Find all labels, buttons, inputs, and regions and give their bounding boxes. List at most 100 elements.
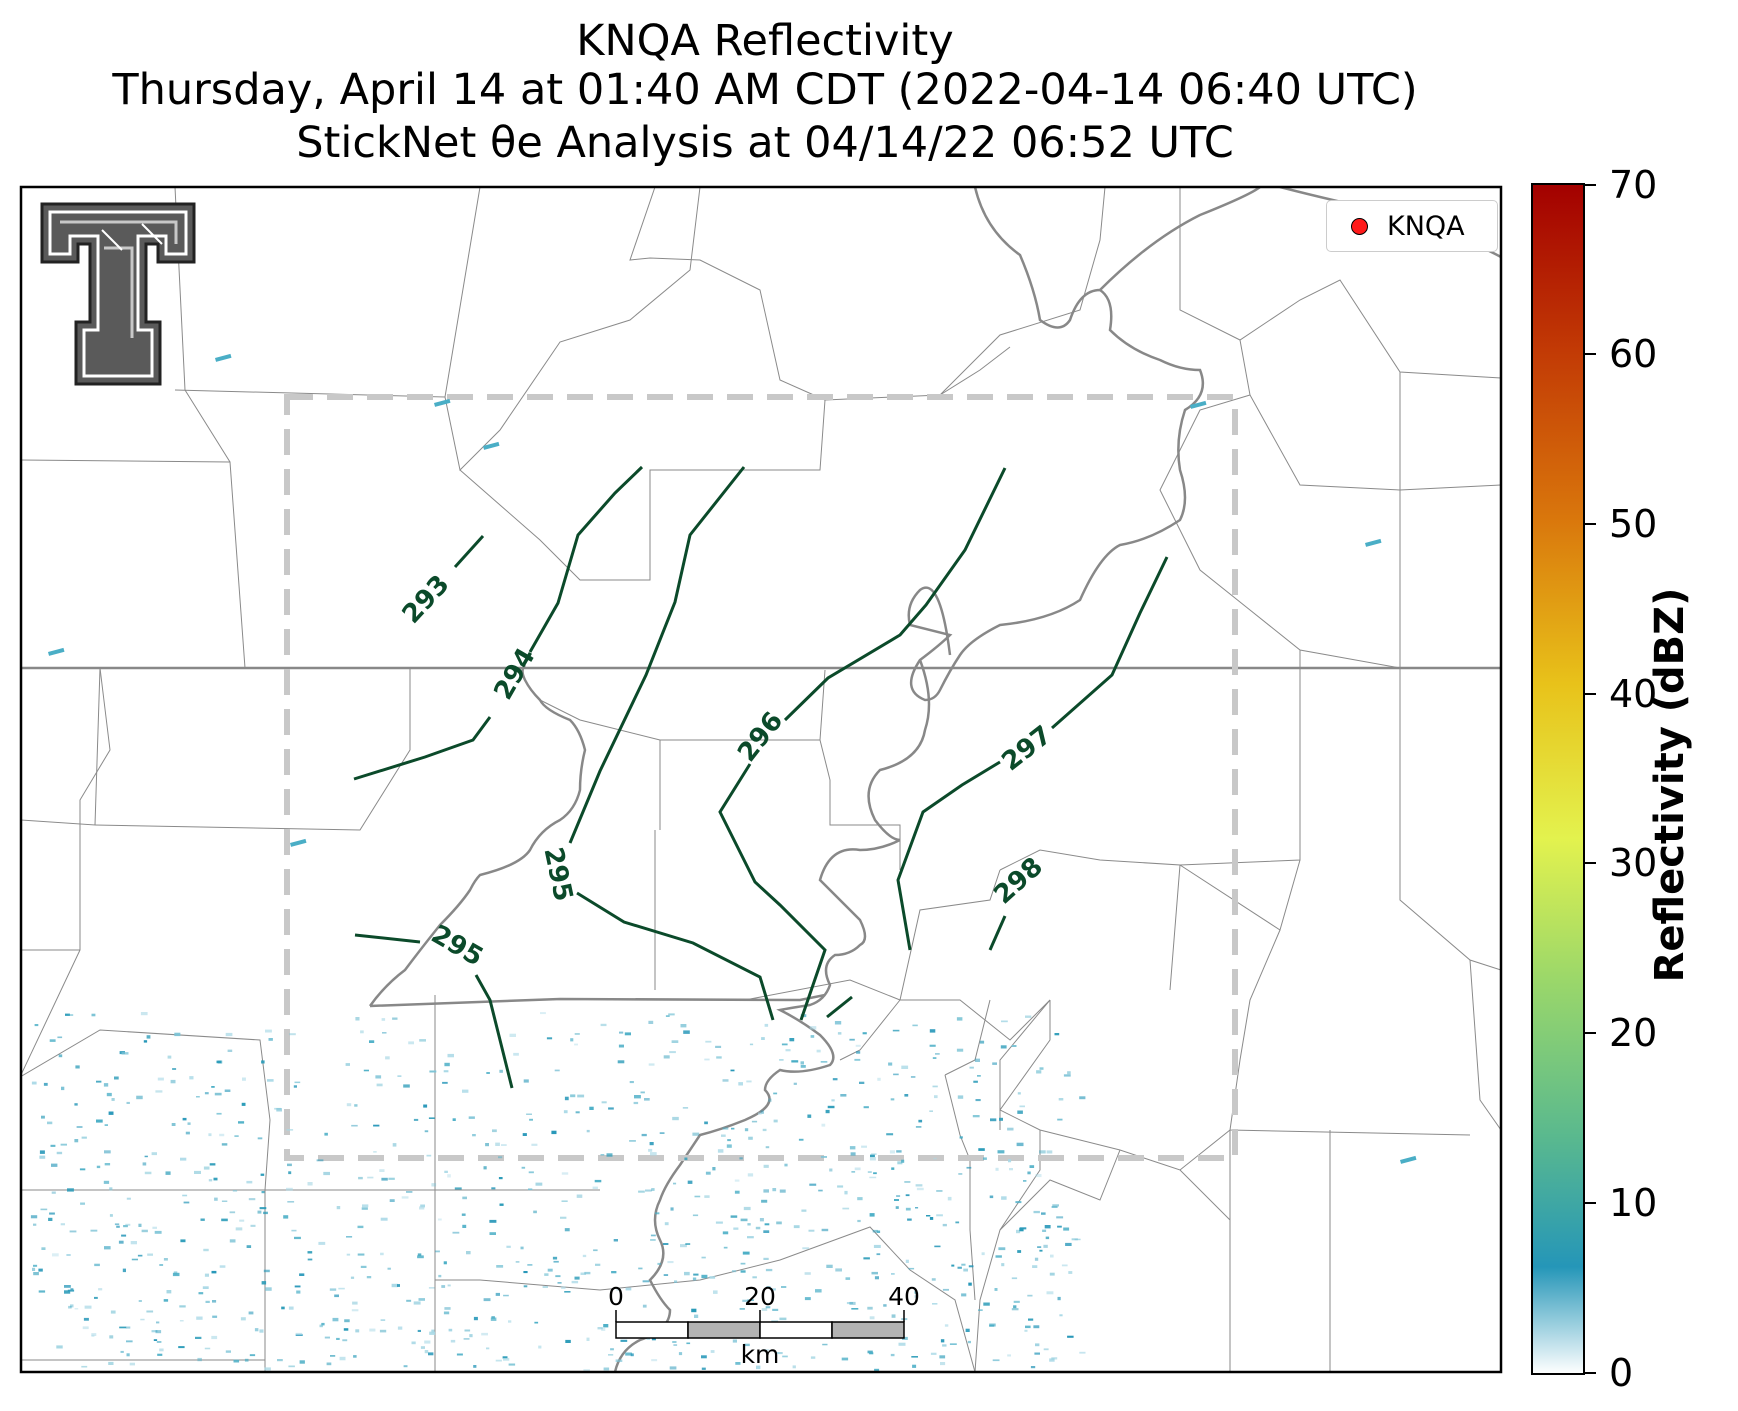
- reflectivity-pixel: [263, 1211, 268, 1215]
- reflectivity-pixel: [746, 1080, 752, 1083]
- reflectivity-pixel: [307, 1251, 313, 1254]
- reflectivity-pixel: [916, 1187, 924, 1191]
- reflectivity-pixel: [221, 1218, 228, 1222]
- reflectivity-pixel: [166, 1290, 172, 1294]
- reflectivity-pixel: [381, 1177, 388, 1181]
- reflectivity-pixel: [114, 1223, 120, 1226]
- reflectivity-pixel: [1057, 1118, 1063, 1121]
- reflectivity-pixel: [629, 1081, 634, 1084]
- reflectivity-pixel: [825, 1109, 830, 1114]
- reflectivity-pixel: [967, 1340, 971, 1344]
- reflectivity-pixel: [1063, 1227, 1070, 1231]
- reflectivity-pixel: [610, 1348, 614, 1351]
- reflectivity-pixel: [389, 1199, 395, 1202]
- reflectivity-pixel: [821, 1123, 826, 1127]
- reflectivity-pixel: [33, 1223, 37, 1226]
- reflectivity-pixel: [185, 1131, 190, 1135]
- reflectivity-pixel: [608, 1354, 614, 1356]
- reflectivity-pixel: [444, 1307, 451, 1310]
- reflectivity-pixel: [1067, 1071, 1071, 1075]
- reflectivity-pixel: [693, 1273, 699, 1276]
- reflectivity-pixel: [49, 1212, 55, 1215]
- reflectivity-pixel: [103, 1180, 110, 1184]
- reflectivity-pixel: [898, 1342, 906, 1346]
- reflectivity-pixel: [355, 1329, 360, 1333]
- reflectivity-pixel: [912, 1364, 917, 1368]
- reflectivity-pixel: [798, 1138, 804, 1141]
- reflectivity-pixel: [835, 1268, 842, 1272]
- reflectivity-pixel: [1030, 1366, 1036, 1369]
- reflectivity-pixel: [1025, 1325, 1031, 1329]
- colorbar-bar: [1531, 183, 1585, 1375]
- reflectivity-pixel: [869, 1157, 876, 1161]
- colorbar-tick-0: 0: [1609, 1351, 1634, 1395]
- reflectivity-pixel: [1019, 1105, 1025, 1108]
- scale-bar-tick-40: 40: [888, 1282, 920, 1311]
- reflectivity-pixel: [294, 1081, 301, 1084]
- reflectivity-pixel: [701, 1367, 706, 1370]
- reflectivity-pixel: [109, 1187, 113, 1191]
- reflectivity-pixel: [96, 1165, 101, 1169]
- reflectivity-pixel: [294, 1236, 301, 1240]
- reflectivity-pixel: [650, 1234, 656, 1237]
- reflectivity-pixel: [841, 1357, 849, 1361]
- reflectivity-pixel: [910, 1076, 916, 1078]
- reflectivity-pixel: [763, 1349, 770, 1352]
- reflectivity-pixel: [392, 1143, 397, 1147]
- reflectivity-pixel: [167, 1055, 172, 1059]
- reflectivity-pixel: [469, 1334, 473, 1338]
- reflectivity-pixel: [257, 1210, 262, 1214]
- reflectivity-pixel: [722, 1231, 729, 1235]
- reflectivity-pixel: [69, 1230, 77, 1233]
- reflectivity-pixel: [288, 1306, 294, 1310]
- reflectivity-pixel: [1049, 1358, 1055, 1362]
- colorbar-tick-10: 10: [1609, 1181, 1658, 1225]
- reflectivity-pixel: [1057, 1296, 1061, 1301]
- reflectivity-pixel: [942, 1344, 947, 1347]
- reflectivity-pixel: [462, 1224, 467, 1228]
- reflectivity-pixel: [747, 1299, 754, 1301]
- reflectivity-pixel: [966, 1166, 972, 1169]
- reflectivity-pixel: [802, 1247, 810, 1250]
- reflectivity-pixel: [989, 1324, 995, 1327]
- reflectivity-pixel: [96, 1080, 102, 1083]
- reflectivity-pixel: [716, 1056, 722, 1059]
- reflectivity-pixel: [431, 1183, 437, 1187]
- reflectivity-pixel: [672, 1341, 677, 1343]
- reflectivity-pixel: [989, 1195, 994, 1199]
- reflectivity-pixel: [330, 1355, 336, 1357]
- reflectivity-pixel: [674, 1280, 678, 1283]
- reflectivity-pixel: [1365, 538, 1382, 547]
- reflectivity-pixel: [369, 1040, 375, 1043]
- reflectivity-pixel: [722, 1127, 729, 1130]
- reflectivity-pixel: [502, 1356, 508, 1359]
- reflectivity-pixel: [820, 1061, 828, 1063]
- reflectivity-pixel: [483, 441, 500, 450]
- reflectivity-pixel: [260, 1173, 265, 1176]
- reflectivity-pixel: [589, 1106, 594, 1110]
- reflectivity-pixel: [286, 1187, 293, 1191]
- reflectivity-pixel: [997, 1150, 1005, 1154]
- reflectivity-pixel: [727, 1139, 731, 1142]
- reflectivity-pixel: [671, 1040, 679, 1043]
- reflectivity-pixel: [873, 1172, 877, 1175]
- reflectivity-pixel: [120, 1350, 124, 1353]
- reflectivity-pixel: [804, 1297, 811, 1301]
- reflectivity-pixel: [473, 1316, 478, 1321]
- reflectivity-pixel: [125, 1223, 131, 1226]
- reflectivity-pixel: [582, 1254, 587, 1258]
- reflectivity-pixel: [155, 1090, 163, 1093]
- reflectivity-pixel: [233, 1359, 240, 1363]
- reflectivity-pixel: [1399, 1155, 1417, 1164]
- reflectivity-pixel: [546, 1037, 553, 1040]
- reflectivity-pixel: [329, 1288, 337, 1291]
- reflectivity-pixel: [888, 1062, 893, 1066]
- reflectivity-pixel: [357, 1253, 365, 1256]
- reflectivity-pixel: [527, 1264, 533, 1266]
- reflectivity-pixel: [892, 1029, 900, 1032]
- reflectivity-pixel: [221, 1143, 228, 1146]
- reflectivity-pixel: [131, 1258, 138, 1261]
- reflectivity-pixel: [501, 1144, 507, 1146]
- reflectivity-pixel: [506, 1245, 511, 1248]
- reflectivity-pixel: [1001, 1263, 1005, 1267]
